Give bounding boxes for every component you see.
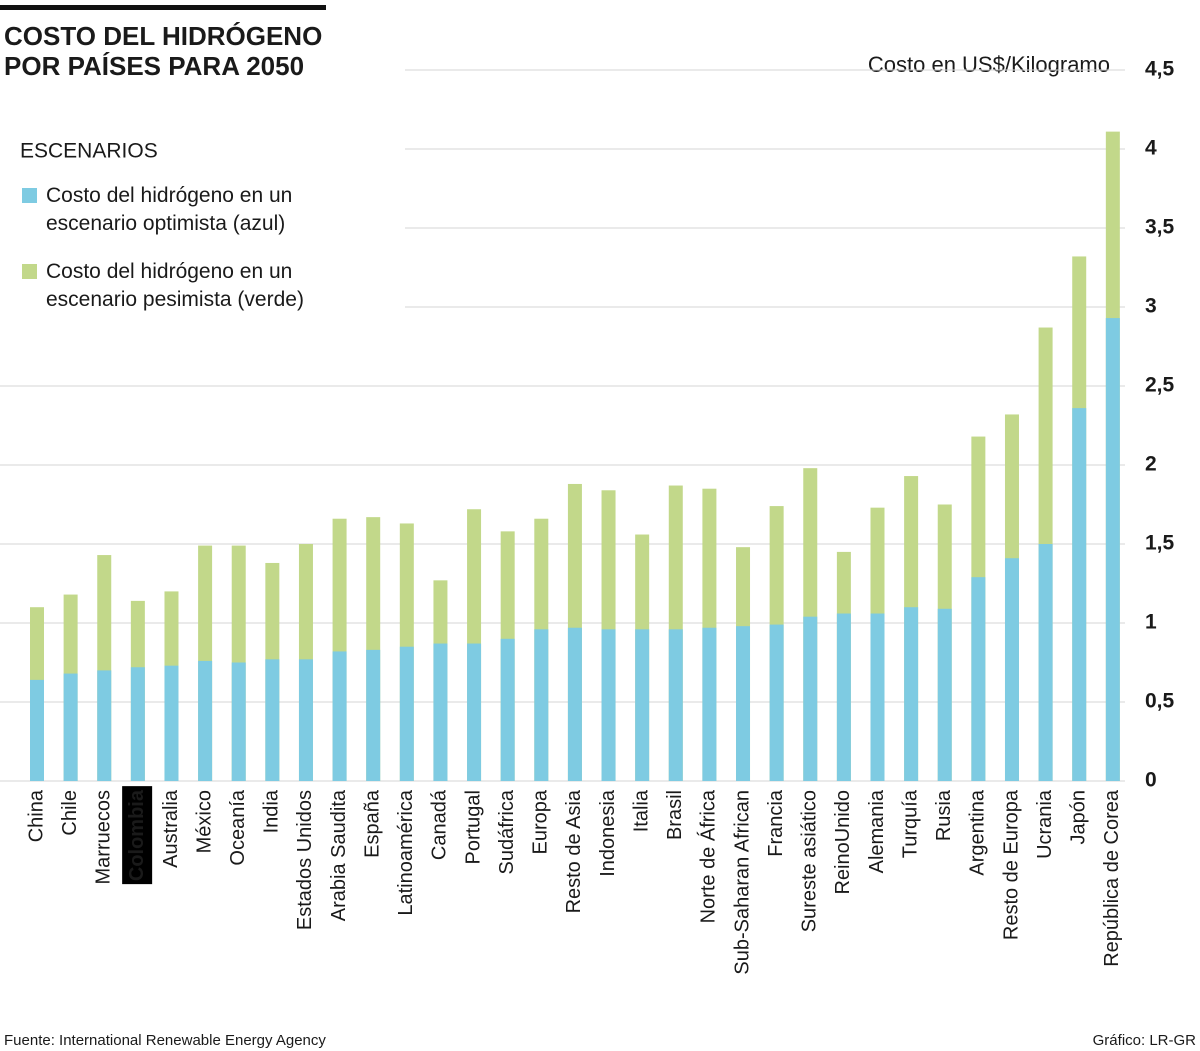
x-tick-label: Italia bbox=[630, 789, 652, 832]
bar bbox=[198, 660, 213, 781]
x-tick-label: Latinoamérica bbox=[395, 789, 417, 916]
bar bbox=[601, 629, 616, 781]
y-tick-label: 2,5 bbox=[1145, 374, 1175, 397]
bar bbox=[399, 646, 414, 781]
credit: Gráfico: LR-GR bbox=[1093, 1032, 1197, 1049]
x-tick-label: Arabia Saudita bbox=[328, 789, 350, 921]
x-tick-label: Alemania bbox=[866, 789, 888, 873]
bar bbox=[265, 659, 280, 781]
x-tick-label: República de Corea bbox=[1101, 789, 1123, 967]
bar bbox=[298, 659, 313, 781]
bar bbox=[467, 643, 482, 781]
chart-title: COSTO DEL HIDRÓGENO bbox=[4, 21, 322, 51]
axis-label: Costo en US$/Kilogramo bbox=[868, 52, 1110, 77]
x-tick-label: India bbox=[261, 789, 283, 833]
x-tick-label: Resto de Asia bbox=[563, 789, 585, 913]
x-tick-label: Sub-Saharan African bbox=[731, 790, 753, 975]
bar bbox=[433, 643, 448, 781]
bar bbox=[803, 616, 818, 781]
x-tick-label: Resto de Europa bbox=[1000, 789, 1022, 940]
bar bbox=[736, 626, 751, 781]
legend-entry: Costo del hidrógeno en un escenario opti… bbox=[46, 184, 293, 235]
source: Fuente: International Renewable Energy A… bbox=[4, 1032, 326, 1049]
x-tick-label: Francia bbox=[765, 789, 787, 857]
bar bbox=[500, 638, 515, 781]
x-tick-label: Indonesia bbox=[597, 789, 619, 877]
x-tick-label: Rusia bbox=[933, 789, 955, 841]
bar bbox=[1105, 318, 1120, 781]
bar bbox=[567, 627, 582, 781]
legend-swatch bbox=[22, 188, 37, 203]
bar bbox=[97, 670, 112, 781]
x-tick-label: Colombia bbox=[126, 789, 148, 881]
x-tick-label: Brasil bbox=[664, 790, 686, 840]
title-rule bbox=[0, 5, 326, 10]
x-tick-label: Europa bbox=[530, 789, 552, 854]
x-tick-label: Portugal bbox=[462, 790, 484, 865]
bar bbox=[231, 662, 246, 781]
bar bbox=[668, 629, 683, 781]
x-tick-label: Turquía bbox=[899, 789, 921, 858]
highlight-box bbox=[122, 786, 153, 885]
bar bbox=[366, 649, 381, 781]
x-tick-label: Argentina bbox=[967, 789, 989, 875]
x-tick-label: Canadá bbox=[429, 789, 451, 860]
legend-swatch bbox=[22, 264, 37, 279]
x-tick-label: Estados Unidos bbox=[294, 790, 316, 930]
x-tick-label: China bbox=[25, 789, 47, 842]
bar bbox=[332, 651, 347, 781]
y-tick-label: 3 bbox=[1145, 295, 1157, 318]
x-tick-label: Sureste asiático bbox=[799, 790, 821, 932]
x-tick-label: Marruecos bbox=[93, 790, 115, 884]
y-tick-label: 4,5 bbox=[1145, 58, 1175, 81]
bar bbox=[130, 667, 145, 781]
bar bbox=[769, 624, 784, 781]
x-tick-label: México bbox=[193, 790, 215, 853]
x-tick-label: Ucrania bbox=[1034, 789, 1056, 859]
bar bbox=[904, 607, 919, 781]
bar bbox=[870, 613, 885, 781]
x-tick-label: Norte de África bbox=[697, 789, 720, 923]
bar bbox=[971, 577, 986, 781]
bar bbox=[63, 673, 78, 781]
x-tick-label: Chile bbox=[59, 790, 81, 836]
x-tick-label: Australia bbox=[160, 789, 182, 868]
x-tick-label: Japón bbox=[1068, 790, 1090, 845]
bar bbox=[937, 608, 952, 781]
bar bbox=[1038, 544, 1053, 781]
y-tick-label: 1 bbox=[1145, 611, 1157, 634]
chart-title: POR PAÍSES PARA 2050 bbox=[4, 51, 304, 81]
y-tick-label: 1,5 bbox=[1145, 532, 1175, 555]
bar bbox=[30, 679, 44, 781]
y-tick-label: 3,5 bbox=[1145, 216, 1175, 239]
bar bbox=[1072, 408, 1087, 781]
bar bbox=[635, 629, 650, 781]
y-tick-label: 4 bbox=[1145, 137, 1157, 160]
bar bbox=[164, 665, 179, 781]
bar bbox=[702, 627, 717, 781]
x-tick-label: ReinoUnido bbox=[832, 790, 854, 895]
bar bbox=[1004, 558, 1019, 781]
bar bbox=[836, 613, 851, 781]
legend-title: ESCENARIOS bbox=[20, 140, 158, 163]
x-tick-label: Sudáfrica bbox=[496, 789, 518, 874]
y-tick-label: 2 bbox=[1145, 453, 1157, 476]
legend-entry: Costo del hidrógeno en un escenario pesi… bbox=[46, 260, 304, 311]
y-tick-label: 0 bbox=[1145, 769, 1157, 792]
bar bbox=[534, 629, 549, 781]
x-tick-label: Oceanía bbox=[227, 789, 249, 865]
x-tick-label: España bbox=[361, 789, 383, 858]
y-tick-label: 0,5 bbox=[1145, 690, 1175, 713]
